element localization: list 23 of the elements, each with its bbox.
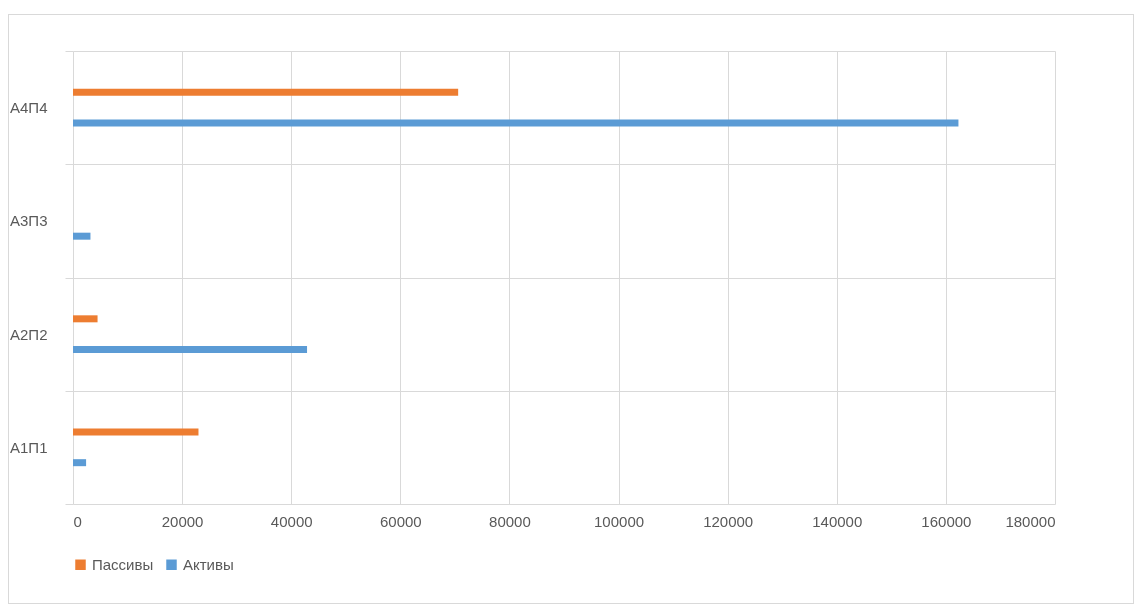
legend-label: Пассивы: [92, 555, 154, 573]
x-tick-label: 100000: [594, 512, 645, 530]
x-tick-label: 0: [73, 512, 82, 530]
x-tick-label: 20000: [161, 512, 204, 530]
y-tick-label: А4П4: [10, 99, 48, 117]
y-tick-label: А3П3: [10, 212, 48, 230]
bar: [73, 428, 199, 436]
bar: [73, 459, 87, 467]
bar: [73, 119, 959, 127]
x-tick-label: 180000: [1005, 512, 1056, 530]
bar: [73, 315, 98, 323]
x-tick-label: 120000: [703, 512, 754, 530]
bar: [73, 88, 459, 96]
bar: [73, 345, 308, 353]
y-tick-label: А1П1: [10, 438, 48, 456]
y-tick-label: А2П2: [10, 325, 48, 343]
x-tick-label: 140000: [812, 512, 863, 530]
x-tick-label: 80000: [489, 512, 531, 530]
x-tick-label: 40000: [270, 512, 313, 530]
x-tick-label: 160000: [921, 512, 972, 530]
bar: [73, 232, 91, 240]
x-tick-label: 60000: [379, 512, 422, 530]
legend-label: Активы: [183, 555, 234, 573]
